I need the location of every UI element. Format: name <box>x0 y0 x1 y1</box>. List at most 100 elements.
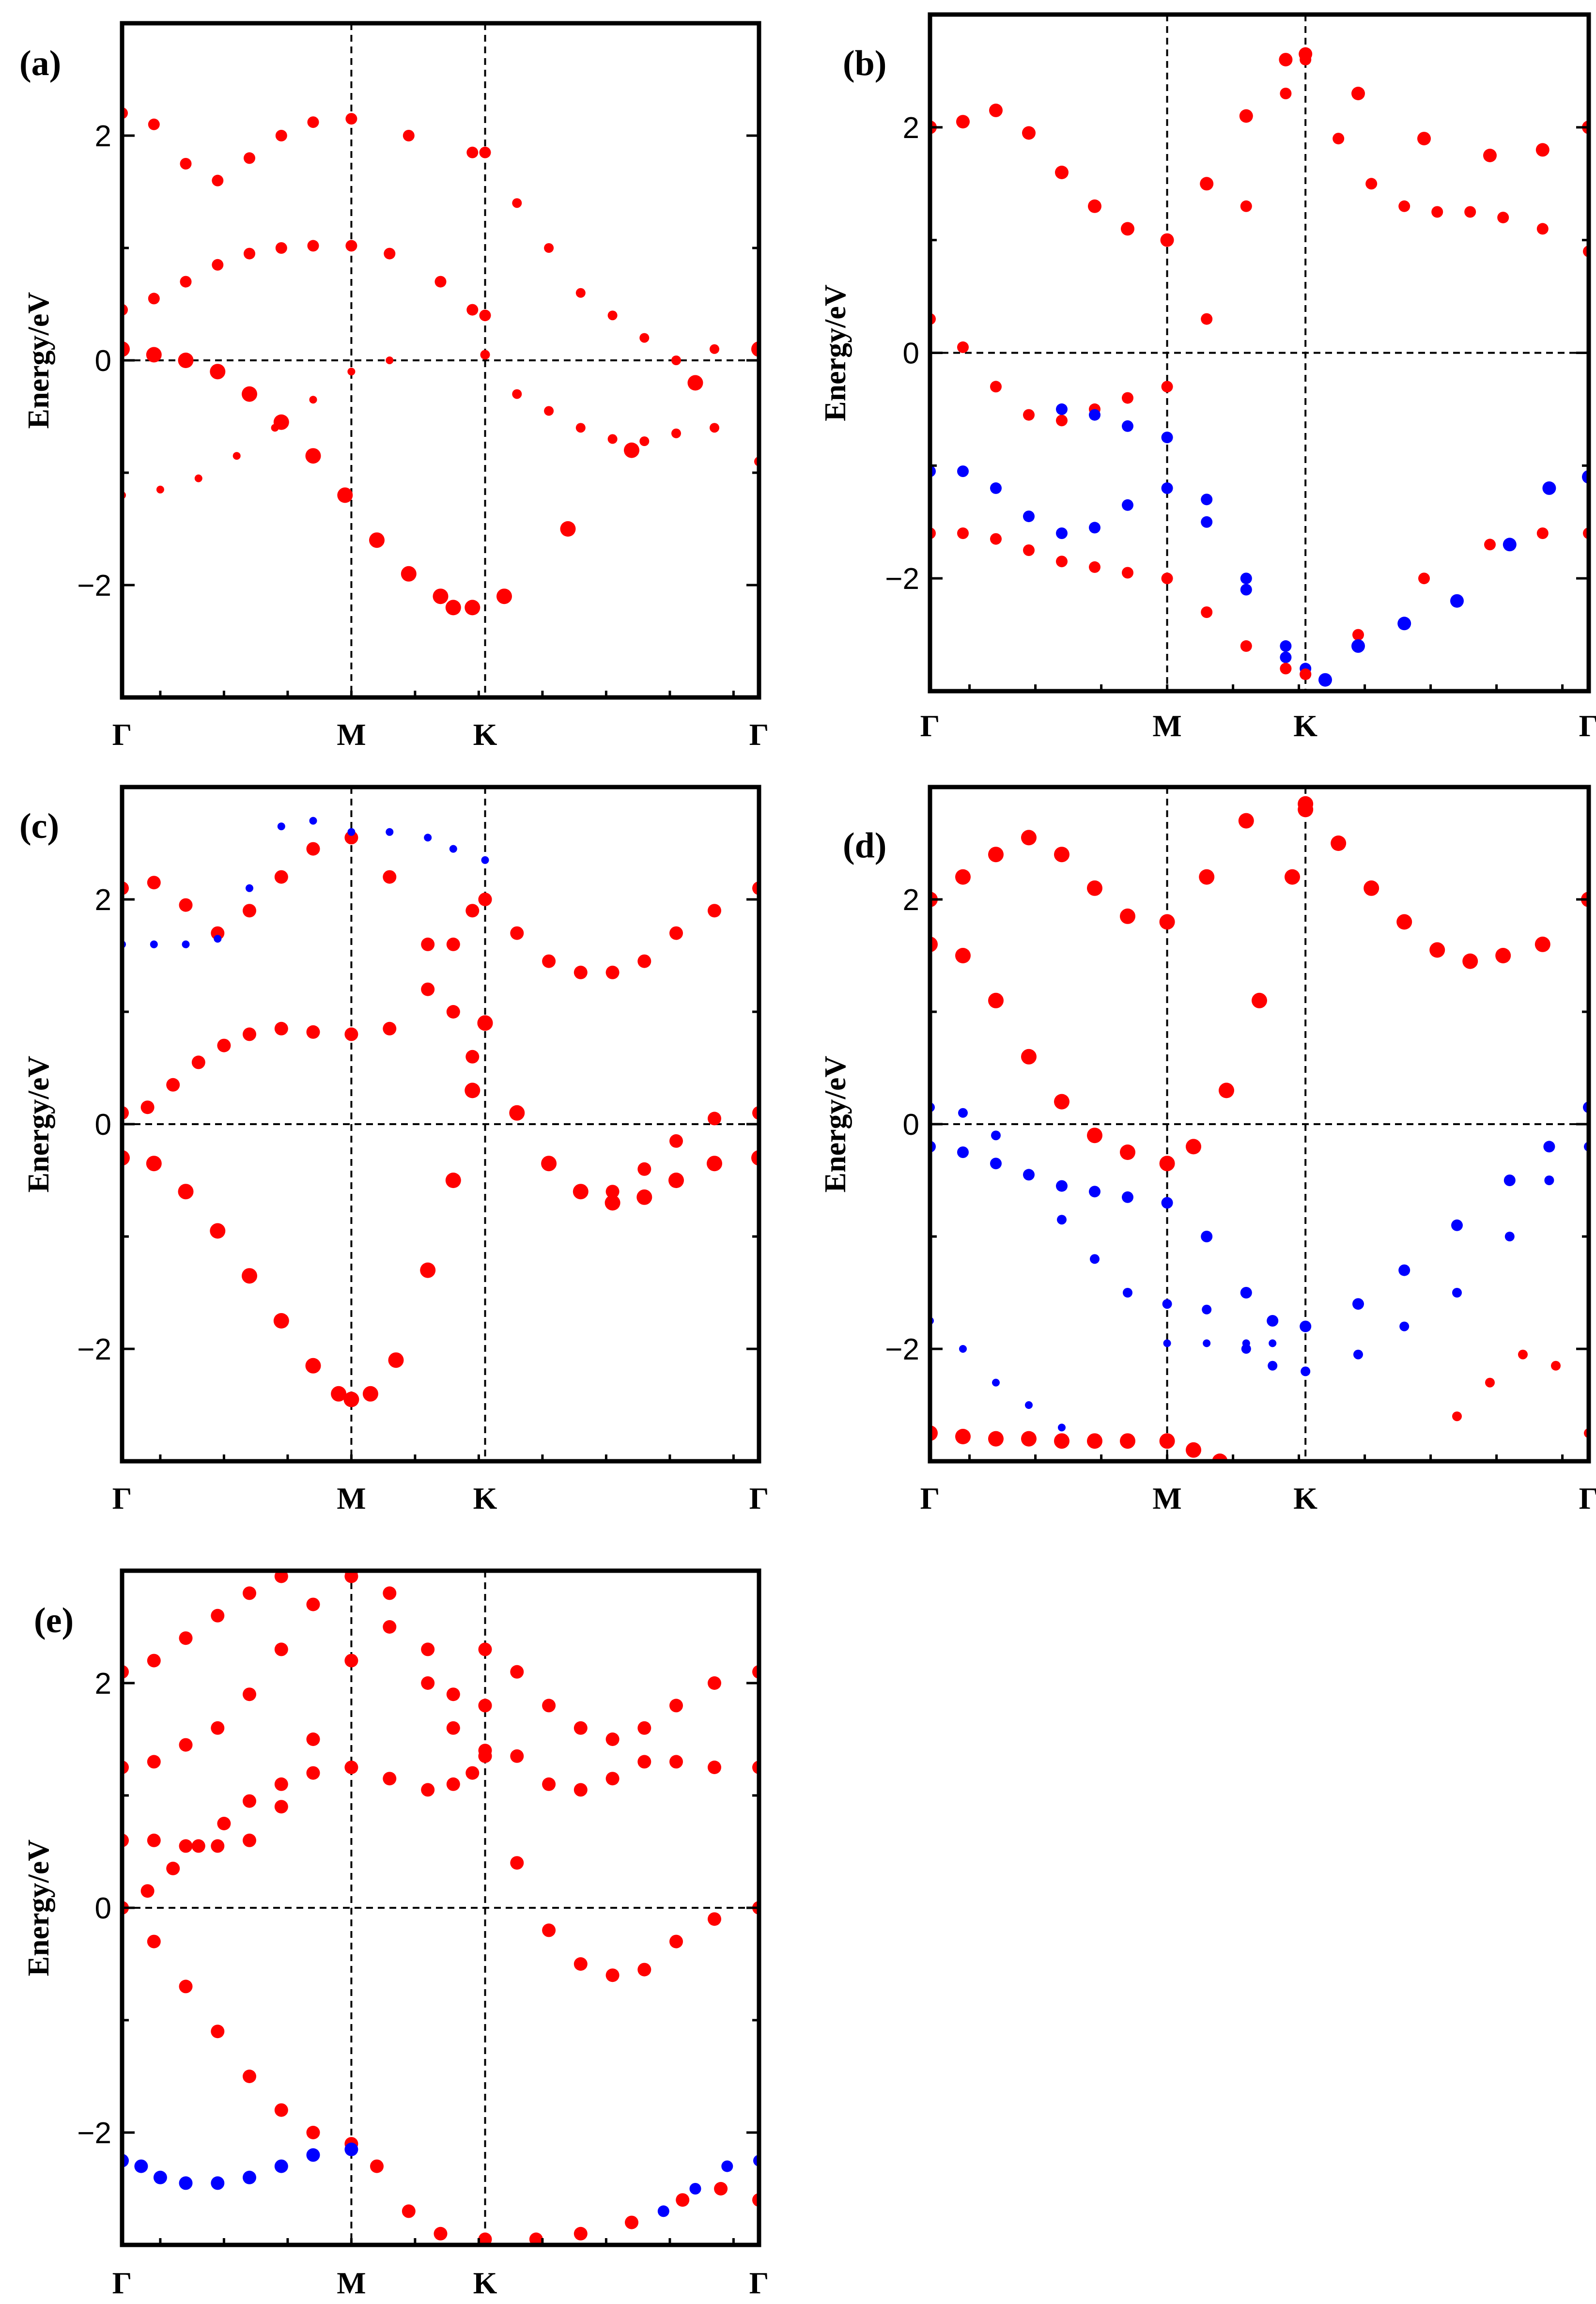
band-point <box>211 926 225 940</box>
band-point <box>179 898 193 912</box>
band-point <box>1351 639 1365 653</box>
band-point <box>156 485 164 494</box>
panel-label: (e) <box>34 1601 74 1640</box>
band-point <box>1021 830 1037 846</box>
band-point <box>134 2159 148 2173</box>
band-point <box>1089 522 1100 534</box>
band-point <box>307 240 319 252</box>
band-series-spin-up <box>930 802 1314 1172</box>
band-point <box>1120 1433 1135 1449</box>
band-point <box>246 884 253 892</box>
ytick-label: 2 <box>95 1667 111 1701</box>
band-point <box>345 240 357 252</box>
band-point <box>344 1027 358 1041</box>
band-point <box>465 1050 480 1064</box>
kpoint-label: Γ <box>112 1481 132 1515</box>
band-point <box>573 2227 588 2241</box>
band-series-spin-up <box>930 796 1589 969</box>
band-point <box>244 152 255 164</box>
band-point <box>386 356 394 364</box>
band-point <box>605 1772 620 1786</box>
band-point <box>957 341 969 353</box>
band-point <box>573 965 588 979</box>
band-point <box>243 2170 256 2184</box>
band-point <box>1333 133 1345 145</box>
band-point <box>1484 539 1496 551</box>
band-point <box>274 1571 288 1583</box>
band-point <box>1397 617 1411 631</box>
band-point <box>1241 1344 1251 1354</box>
band-point <box>306 2126 320 2139</box>
band-point <box>480 350 490 360</box>
band-point <box>957 527 969 539</box>
band-point <box>1201 1231 1213 1242</box>
band-point <box>992 1378 1000 1387</box>
band-series-spin-up <box>122 341 759 616</box>
kpoint-label: K <box>473 717 497 752</box>
band-point <box>1122 1191 1133 1203</box>
band-point <box>344 1654 358 1668</box>
kpoint-label: K <box>1293 709 1317 743</box>
ytick-label: 0 <box>903 337 919 371</box>
band-point <box>1201 313 1213 325</box>
band-point <box>1021 1049 1037 1065</box>
band-point <box>1186 1139 1201 1155</box>
band-point <box>573 1783 588 1797</box>
band-point <box>721 2160 733 2172</box>
band-point <box>344 2142 358 2156</box>
band-point <box>689 2183 701 2195</box>
band-series-spin-up <box>480 350 759 466</box>
band-point <box>274 1800 288 1814</box>
band-point <box>1058 1423 1066 1432</box>
band-point <box>180 158 192 170</box>
band-point <box>1056 415 1068 427</box>
band-point <box>1056 1180 1068 1192</box>
ytick-label: −2 <box>77 569 111 603</box>
band-point <box>669 926 683 940</box>
band-point <box>1201 606 1213 618</box>
band-point <box>1301 1366 1311 1376</box>
band-point <box>1240 584 1252 596</box>
band-point <box>421 1676 435 1690</box>
band-point <box>178 1184 194 1200</box>
band-point <box>1240 200 1252 212</box>
band-point <box>1396 914 1412 930</box>
band-point <box>242 1268 257 1284</box>
band-point <box>955 1429 971 1444</box>
band-point <box>1543 1141 1555 1153</box>
band-points <box>122 1571 759 2245</box>
band-point <box>669 1134 683 1148</box>
kpoint-label: Γ <box>749 717 769 752</box>
band-point <box>605 1732 620 1746</box>
band-point <box>1280 640 1292 652</box>
band-point <box>383 1586 397 1600</box>
band-point <box>277 822 285 831</box>
band-point <box>510 926 524 940</box>
band-point <box>1452 1411 1462 1422</box>
band-point <box>1285 869 1300 885</box>
band-point <box>433 588 449 604</box>
band-point <box>306 1766 320 1780</box>
band-point <box>1318 673 1332 687</box>
band-point <box>1238 813 1254 829</box>
band-point <box>573 1957 588 1971</box>
band-point <box>575 423 586 433</box>
band-point <box>179 2176 193 2190</box>
band-point <box>1280 663 1292 675</box>
band-point <box>1022 126 1036 140</box>
band-point <box>544 406 554 416</box>
band-point <box>383 1772 397 1786</box>
band-point <box>306 1025 320 1039</box>
kpoint-label: Γ <box>1579 1481 1596 1515</box>
band-point <box>1056 527 1068 539</box>
band-point <box>179 1979 193 1994</box>
band-point <box>669 1755 683 1769</box>
band-point <box>274 870 288 884</box>
band-point <box>347 368 356 376</box>
band-point <box>1123 1288 1132 1298</box>
band-point <box>446 1777 460 1791</box>
band-point <box>1300 54 1312 66</box>
band-point <box>560 521 576 537</box>
band-point <box>1023 544 1035 556</box>
